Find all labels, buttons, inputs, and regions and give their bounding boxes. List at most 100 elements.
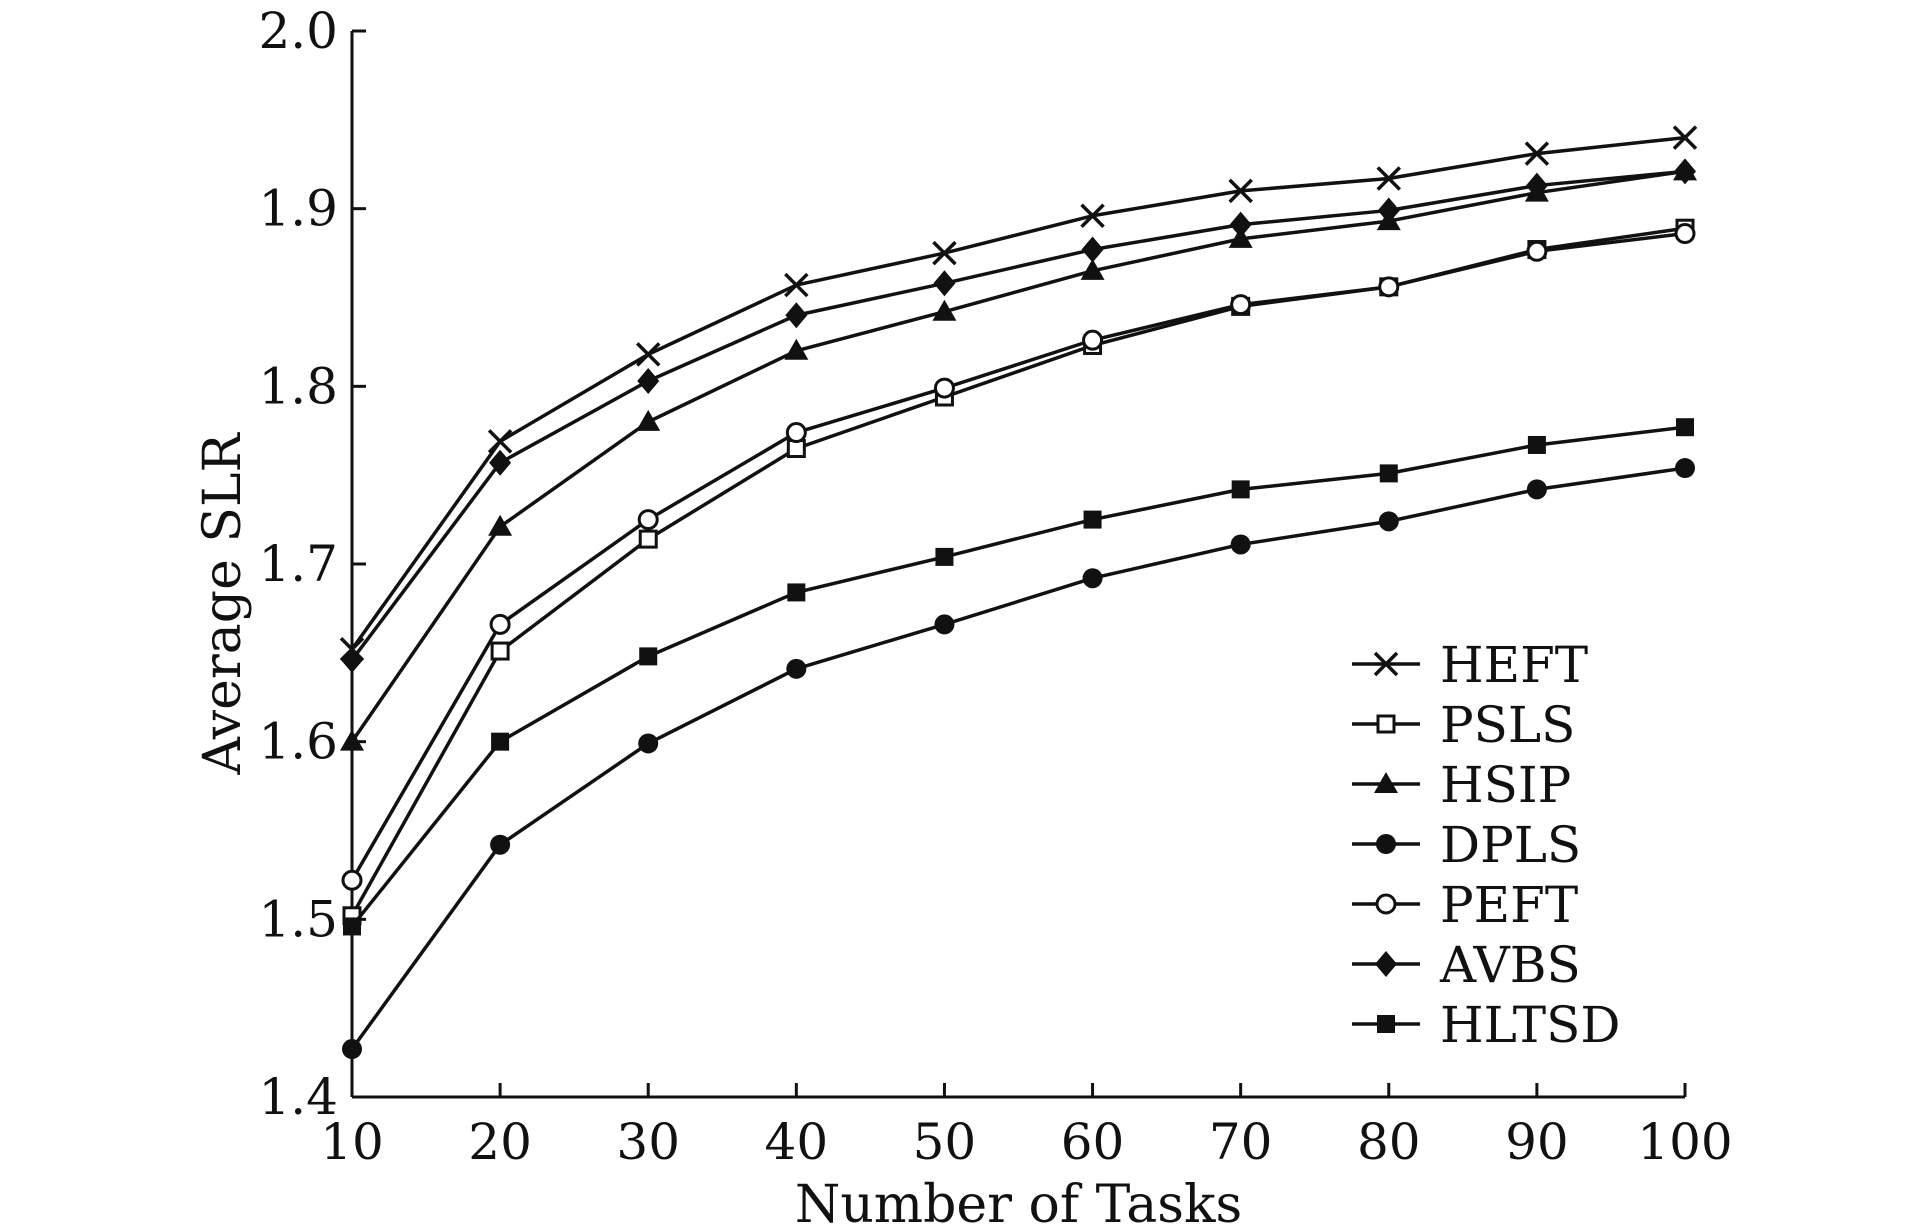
legend-label: HLTSD [1440, 996, 1620, 1054]
circle-filled-marker [1675, 458, 1695, 479]
x-marker-stroke [784, 272, 809, 298]
x-marker-stroke [1228, 178, 1253, 204]
diamond-marker [933, 270, 956, 297]
series-hltsd [343, 418, 1694, 936]
x-marker [932, 240, 957, 266]
square-filled-marker [787, 583, 806, 602]
circle-open-marker [1526, 240, 1548, 262]
x-tick-label: 100 [1637, 1113, 1732, 1171]
x-marker-stroke [487, 429, 513, 454]
circle-filled-marker [490, 834, 511, 855]
square-filled-marker [1231, 480, 1250, 499]
x-tick-label: 30 [616, 1113, 680, 1171]
square-filled-marker [1379, 464, 1398, 483]
x-marker-stroke [932, 240, 957, 266]
x-axis-title: Number of Tasks [795, 1175, 1242, 1228]
circle-open-marker [933, 377, 955, 399]
x-tick-label: 40 [765, 1113, 829, 1171]
square-filled-marker [639, 647, 658, 666]
circle-open-marker [637, 509, 659, 531]
triangle-marker [636, 409, 661, 431]
circle-open-marker [1674, 223, 1696, 245]
triangle-marker [340, 729, 364, 751]
diamond-marker [1081, 236, 1104, 263]
circle-filled-marker [342, 1039, 362, 1060]
legend-label: HSIP [1440, 756, 1571, 814]
square-open-marker [1376, 714, 1396, 734]
circle-open-marker [1082, 329, 1104, 351]
diamond-marker [1229, 211, 1252, 238]
series-line-hltsd [350, 425, 1686, 928]
series-avbs [341, 158, 1696, 673]
circle-filled-marker [1230, 534, 1251, 555]
circle-open-marker [1375, 893, 1397, 915]
triangle-marker [784, 338, 809, 360]
series-dpls [342, 458, 1695, 1060]
circle-filled-marker [786, 658, 807, 679]
x-marker [487, 429, 513, 454]
legend-item-dpls: DPLS [1352, 816, 1581, 874]
x-tick-label: 80 [1357, 1113, 1421, 1171]
circle-filled-marker [1526, 479, 1547, 500]
x-marker-stroke [1373, 651, 1399, 677]
triangle-marker [932, 299, 957, 321]
x-marker [1080, 203, 1105, 229]
y-tick-label: 1.7 [258, 535, 338, 593]
x-marker-stroke [1524, 141, 1550, 166]
x-tick-label: 70 [1209, 1113, 1273, 1171]
legend-label: AVBS [1439, 936, 1581, 994]
legend-item-hltsd: HLTSD [1352, 996, 1620, 1054]
triangle-marker [1374, 772, 1398, 793]
square-filled-marker [343, 917, 361, 936]
circle-filled-marker [638, 733, 659, 754]
x-marker-stroke [1672, 125, 1698, 150]
x-marker-stroke [635, 342, 661, 367]
circle-open-marker [1230, 294, 1252, 316]
legend-item-hsip: HSIP [1352, 756, 1571, 814]
legend-item-peft: PEFT [1352, 876, 1578, 934]
y-tick-label: 1.5 [258, 890, 338, 948]
legend-label: PEFT [1440, 876, 1578, 934]
circle-filled-marker [1082, 568, 1103, 589]
diamond-marker [489, 449, 512, 476]
diamond-marker [1377, 197, 1400, 224]
circle-open-marker [785, 422, 807, 444]
y-tick-label: 1.9 [258, 180, 338, 238]
legend-label: HEFT [1440, 636, 1588, 694]
circle-open-marker [489, 613, 511, 635]
circle-filled-marker [1376, 834, 1396, 854]
x-marker [784, 272, 809, 298]
square-open-marker [490, 641, 510, 661]
square-filled-marker [491, 732, 510, 751]
x-tick-label: 90 [1505, 1113, 1569, 1171]
circle-filled-marker [934, 614, 955, 635]
square-filled-marker [935, 547, 954, 566]
x-marker [1524, 141, 1550, 166]
triangle-marker [488, 514, 513, 536]
diamond-marker [1525, 172, 1548, 199]
circle-filled-marker [1378, 511, 1399, 532]
series-line-hsip [350, 169, 1686, 743]
square-filled-marker [1083, 510, 1102, 529]
square-filled-marker [1377, 1015, 1395, 1033]
legend-item-avbs: AVBS [1352, 936, 1581, 994]
diamond-marker [785, 302, 808, 329]
series-heft [339, 125, 1698, 662]
circle-open-marker [341, 869, 363, 891]
x-marker [1672, 125, 1698, 150]
series-line-dpls [350, 466, 1686, 1051]
x-tick-label: 50 [913, 1113, 977, 1171]
diamond-marker [1375, 951, 1397, 977]
series-peft [341, 223, 1696, 891]
diamond-marker [1674, 158, 1696, 185]
x-tick-label: 20 [468, 1113, 532, 1171]
square-filled-marker [1676, 418, 1694, 437]
legend-item-heft: HEFT [1352, 636, 1588, 694]
legend-label: DPLS [1440, 816, 1581, 874]
y-axis-title: Average SLR [193, 431, 253, 775]
series-line-peft [350, 231, 1686, 882]
diamond-marker [341, 646, 363, 673]
y-tick-label: 1.8 [258, 357, 338, 415]
